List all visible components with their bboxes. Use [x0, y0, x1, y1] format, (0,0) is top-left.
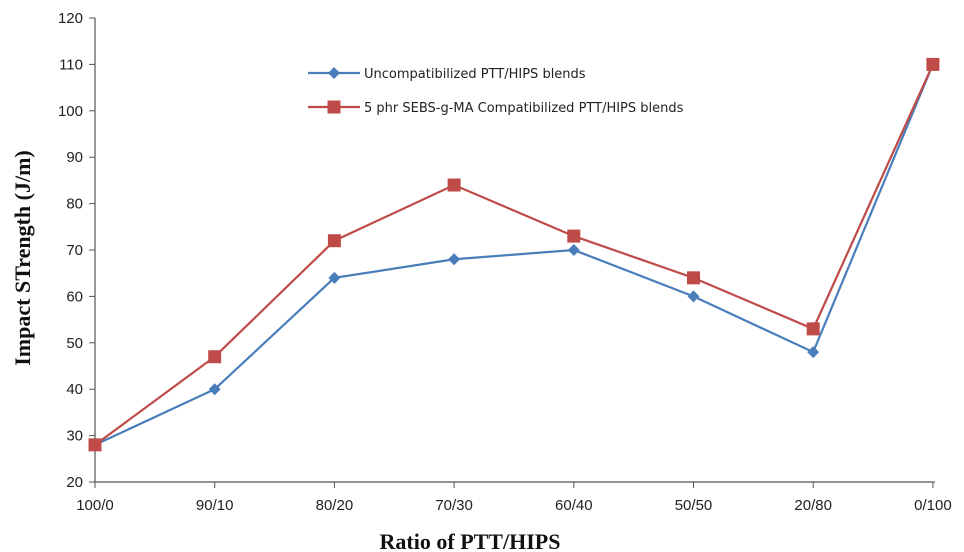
- data-point: [806, 322, 820, 336]
- x-tick-label: 0/100: [914, 497, 952, 514]
- series-line: [94, 63, 934, 446]
- data-point: [567, 244, 580, 256]
- x-tick-label: 50/50: [675, 497, 713, 514]
- data-point: [88, 438, 102, 452]
- y-tick-label: 100: [58, 103, 83, 120]
- y-tick-label: 60: [66, 288, 83, 305]
- data-point: [447, 178, 461, 192]
- x-tick-label: 20/80: [794, 497, 832, 514]
- legend-label: 5 phr SEBS-g-MA Compatibilized PTT/HIPS …: [364, 101, 684, 116]
- series-2: [88, 57, 940, 452]
- data-point: [807, 346, 820, 359]
- series-layer: [88, 57, 940, 452]
- y-axis-title: Impact STrength (J/m): [10, 150, 35, 366]
- data-point: [328, 271, 341, 284]
- y-axis: 20 30 40 50 60 70 80 90 100 110 120: [58, 10, 96, 491]
- x-tick-label: 80/20: [316, 497, 354, 514]
- series-1: [89, 58, 939, 451]
- series-line: [94, 63, 934, 446]
- legend-label: Uncompatibilized PTT/HIPS blends: [364, 67, 586, 82]
- y-tick-label: 30: [66, 428, 83, 445]
- data-point: [208, 350, 222, 364]
- data-point: [567, 229, 581, 243]
- legend-marker: [328, 67, 340, 79]
- data-point: [327, 234, 341, 248]
- data-point: [208, 383, 221, 396]
- data-point: [687, 271, 700, 285]
- legend-marker: [327, 100, 341, 114]
- legend: Uncompatibilized PTT/HIPS blends 5 phr SE…: [308, 67, 684, 116]
- x-tick-label: 60/40: [555, 497, 593, 514]
- x-axis: 100/0 90/10 80/20 70/30 60/40 50/50 20/80 0/100: [76, 481, 952, 514]
- y-tick-label: 90: [66, 149, 83, 166]
- data-point: [926, 57, 940, 71]
- y-tick-label: 70: [66, 242, 83, 259]
- x-tick-label: 100/0: [76, 497, 114, 514]
- y-tick-label: 20: [66, 474, 83, 491]
- y-tick-label: 80: [66, 196, 83, 213]
- legend-item: Uncompatibilized PTT/HIPS blends: [308, 67, 586, 82]
- data-point: [448, 253, 461, 266]
- y-tick-label: 50: [66, 335, 83, 352]
- legend-item: 5 phr SEBS-g-MA Compatibilized PTT/HIPS …: [308, 100, 684, 116]
- x-tick-label: 70/30: [435, 497, 473, 514]
- y-tick-label: 110: [59, 56, 83, 73]
- y-tick-label: 120: [58, 10, 83, 27]
- data-point: [687, 290, 700, 303]
- x-tick-label: 90/10: [196, 497, 234, 514]
- x-axis-title: Ratio of PTT/HIPS: [380, 529, 561, 552]
- y-tick-label: 40: [66, 381, 83, 398]
